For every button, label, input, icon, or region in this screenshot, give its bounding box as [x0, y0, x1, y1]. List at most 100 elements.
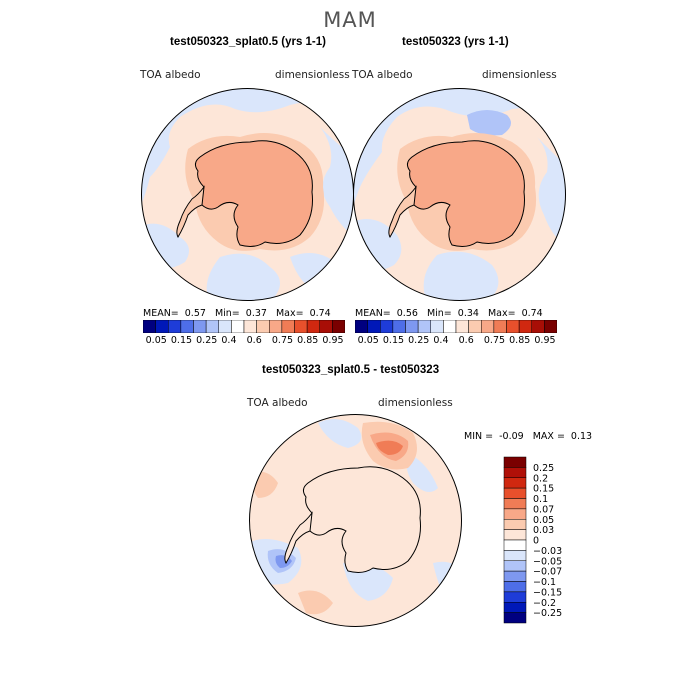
diff-max-value: 0.13 — [570, 431, 593, 442]
diff-panel-title: test050323_splat0.5 - test050323 — [262, 364, 440, 376]
colorbar-swatch — [417, 320, 431, 333]
min-label: Min= — [426, 308, 452, 319]
colorbar-swatch — [405, 320, 419, 333]
colorbar-swatch — [503, 602, 527, 613]
diff-negative-region — [406, 453, 438, 492]
colorbar-swatch — [503, 487, 527, 499]
colorbar-swatch — [243, 320, 257, 333]
colorbar-tick-label: 0.05 — [357, 335, 379, 346]
panel-1-colorbar-labels: 0.05 0.15 0.25 0.4 0.6 0.75 0.85 0.95 — [135, 335, 355, 349]
colorbar-tick-label: 0.15 — [533, 484, 554, 495]
min-value: 0.37 — [245, 308, 267, 319]
colorbar-swatch — [503, 560, 527, 572]
colorbar-swatch — [430, 320, 444, 333]
colorbar-swatch — [503, 508, 527, 520]
colorbar-tick-label: 0.4 — [221, 335, 237, 346]
colorbar-tick-label: 0.25 — [408, 335, 430, 346]
colorbar-swatch — [256, 320, 270, 333]
colorbar-tick-label: 0.6 — [246, 335, 262, 346]
panel-2-colorbar-labels: 0.05 0.15 0.25 0.4 0.6 0.75 0.85 0.95 — [347, 335, 567, 349]
panel-2-field-label: TOA albedo — [352, 69, 413, 81]
diff-colorbar: 0.250.20.150.10.070.050.030−0.03−0.05−0.… — [503, 456, 562, 624]
colorbar-swatch — [503, 498, 527, 510]
colorbar-tick-label: 0.1 — [533, 494, 548, 505]
panel-1-colorbar — [143, 320, 345, 333]
colorbar-swatch — [503, 612, 527, 624]
colorbar-tick-label: 0.6 — [458, 335, 474, 346]
max-label: Max= — [275, 308, 304, 319]
colorbar-tick-label: 0.75 — [271, 335, 294, 346]
panel-2-units-label: dimensionless — [482, 69, 557, 81]
colorbar-swatch — [506, 320, 520, 333]
colorbar-swatch — [367, 320, 381, 333]
colorbar-swatch — [155, 320, 169, 333]
colorbar-tick-label: 0.15 — [382, 335, 405, 346]
colorbar-swatch — [443, 320, 457, 333]
albedo-minimum — [467, 110, 511, 136]
colorbar-swatch — [392, 320, 406, 333]
diff-positive-core — [376, 440, 403, 455]
colorbar-tick-label: 0 — [533, 536, 539, 547]
colorbar-swatch — [269, 320, 283, 333]
colorbar-swatch — [481, 320, 495, 333]
panel-2-title: test050323 (yrs 1-1) — [402, 36, 509, 48]
colorbar-tick-label: 0.4 — [433, 335, 449, 346]
colorbar-tick-label: −0.05 — [533, 556, 562, 567]
colorbar-swatch — [503, 519, 527, 530]
peninsula — [388, 185, 417, 238]
colorbar-swatch — [493, 320, 507, 333]
colorbar-tick-label: 0.05 — [145, 335, 167, 346]
mean-value: 0.57 — [184, 308, 206, 319]
colorbar-tick-label: 0.85 — [509, 335, 531, 346]
colorbar-swatch — [468, 320, 482, 333]
colorbar-swatch — [294, 320, 308, 333]
colorbar-swatch — [205, 320, 219, 333]
colorbar-swatch — [332, 320, 345, 333]
colorbar-tick-label: 0.25 — [533, 463, 554, 474]
diff-map — [249, 414, 462, 627]
colorbar-swatch — [503, 581, 527, 593]
colorbar-swatch — [531, 320, 545, 333]
colorbar-tick-label: −0.25 — [533, 608, 562, 619]
colorbar-swatch — [503, 591, 527, 603]
colorbar-swatch — [544, 320, 557, 333]
colorbar-swatch — [503, 529, 527, 541]
colorbar-swatch — [503, 550, 527, 561]
peninsula — [284, 511, 313, 564]
panel-1-map — [141, 88, 354, 301]
colorbar-swatch — [218, 320, 232, 333]
colorbar-swatch — [180, 320, 194, 333]
colorbar-tick-label: −0.15 — [533, 587, 562, 598]
colorbar-swatch — [503, 456, 527, 468]
panel-1-units-label: dimensionless — [275, 69, 350, 81]
max-label: Max= — [487, 308, 516, 319]
colorbar-swatch — [455, 320, 469, 333]
colorbar-swatch — [518, 320, 532, 333]
panel-1-title: test050323_splat0.5 (yrs 1-1) — [170, 36, 326, 48]
colorbar-tick-label: 0.25 — [196, 335, 218, 346]
colorbar-tick-label: 0.05 — [533, 515, 554, 526]
diff-max-label: MAX = — [532, 431, 565, 442]
colorbar-tick-label: 0.95 — [322, 335, 344, 346]
colorbar-tick-label: −0.07 — [533, 567, 562, 578]
colorbar-tick-label: −0.2 — [533, 598, 556, 609]
colorbar-swatch — [143, 320, 156, 333]
panel-2-colorbar — [355, 320, 557, 333]
colorbar-tick-label: 0.85 — [297, 335, 319, 346]
panel-2-stats: MEAN= 0.56 Min= 0.34 Max= 0.74 — [355, 308, 549, 319]
peninsula — [176, 185, 205, 238]
panel-1-stats: MEAN= 0.57 Min= 0.37 Max= 0.74 — [143, 308, 337, 319]
colorbar-swatch — [281, 320, 295, 333]
low-albedo-region — [206, 253, 280, 301]
colorbar-tick-label: 0.03 — [533, 525, 554, 536]
colorbar-tick-label: 0.15 — [170, 335, 193, 346]
diff-min-max: MIN = -0.09 MAX = 0.13 — [464, 431, 598, 442]
panel-1-field-label: TOA albedo — [140, 69, 201, 81]
diff-positive-region — [298, 590, 333, 615]
colorbar-swatch — [355, 320, 368, 333]
map-boundary — [353, 88, 566, 301]
min-value: 0.34 — [457, 308, 479, 319]
colorbar-tick-label: −0.03 — [533, 546, 562, 557]
colorbar-swatch — [503, 477, 527, 489]
map-boundary — [249, 414, 462, 627]
